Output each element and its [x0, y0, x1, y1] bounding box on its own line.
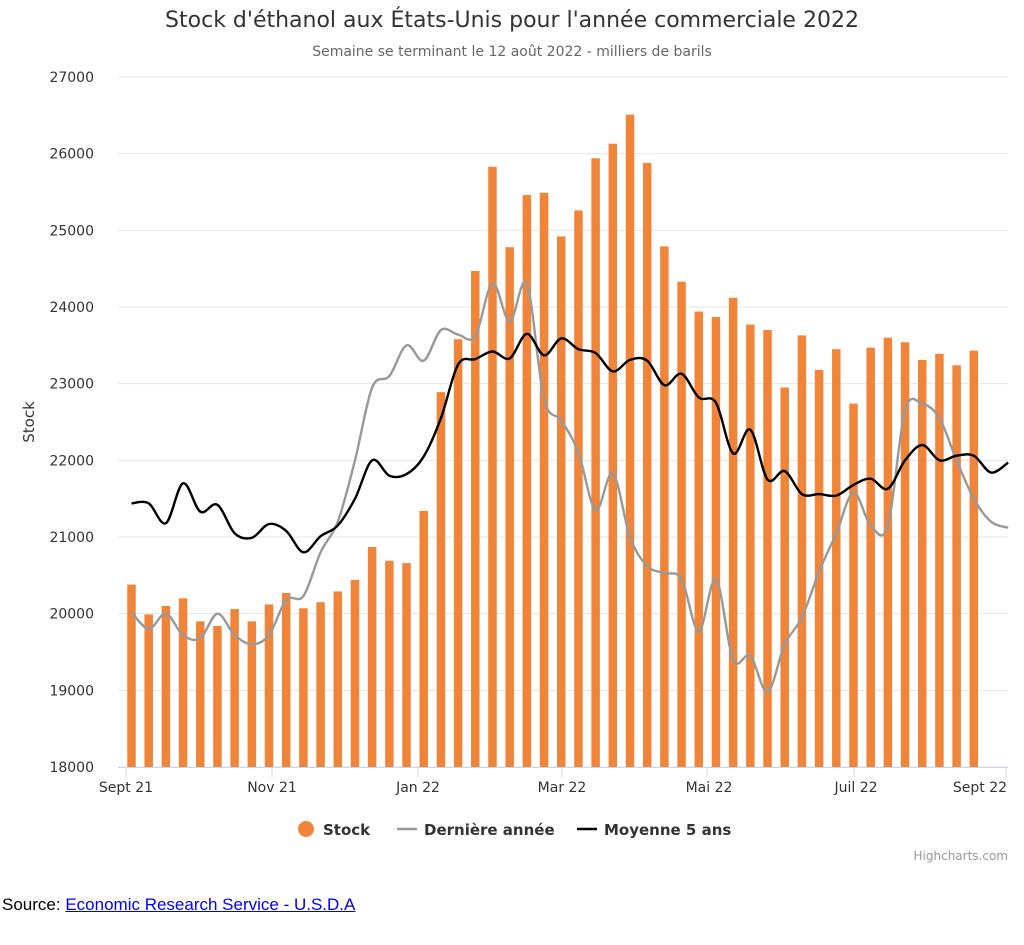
stock-bar	[196, 621, 205, 767]
stock-bar	[522, 195, 532, 768]
legend[interactable]: Stock Dernière année Moyenne 5 ans	[298, 821, 731, 839]
stock-bar	[849, 403, 858, 767]
highcharts-credit[interactable]: Highcharts.com	[914, 849, 1008, 863]
legend-stock-label[interactable]: Stock	[323, 821, 371, 839]
stock-bar	[866, 347, 875, 767]
x-tick-label: Mai 22	[686, 780, 733, 796]
y-tick-label: 26000	[49, 147, 94, 163]
y-tick-label: 19000	[49, 683, 94, 699]
stock-bar	[763, 330, 772, 767]
stock-bar	[144, 614, 153, 767]
stock-bar	[367, 546, 377, 767]
stock-bar	[935, 353, 944, 767]
stock-bar	[127, 584, 136, 767]
stock-bar	[436, 392, 446, 767]
y-tick-label: 23000	[49, 377, 94, 393]
y-tick-label: 21000	[49, 530, 94, 546]
source-line: Source: Economic Research Service - U.S.…	[2, 895, 355, 915]
stock-bar	[969, 350, 979, 767]
y-tick-label: 24000	[49, 300, 94, 316]
stock-bar	[574, 210, 583, 767]
y-axis-label: Stock	[20, 401, 38, 443]
stock-bar	[746, 324, 755, 767]
stock-bar	[591, 158, 600, 767]
stock-bar	[333, 591, 343, 767]
stock-bar	[161, 606, 171, 767]
stock-bar	[471, 270, 480, 767]
stock-bar	[385, 560, 394, 767]
stock-bar	[299, 608, 308, 767]
chart-subtitle: Semaine se terminant le 12 août 2022 - m…	[312, 44, 712, 60]
stock-bar	[230, 609, 239, 767]
series-lines	[130, 280, 1009, 694]
stock-bar	[883, 337, 893, 767]
stock-bar	[694, 311, 704, 767]
stock-bar	[213, 625, 222, 767]
stock-bars	[127, 114, 979, 768]
source-link[interactable]: Economic Research Service - U.S.D.A	[65, 895, 356, 914]
stock-bar	[557, 236, 566, 767]
y-tick-label: 22000	[49, 453, 94, 469]
stock-bar	[797, 335, 807, 767]
stock-bar	[488, 166, 497, 767]
y-tick-label: 20000	[49, 607, 94, 623]
stock-bar	[642, 162, 652, 767]
x-tick-label: Jan 22	[395, 780, 440, 796]
stock-bar	[505, 247, 514, 767]
x-axis: Sept 21 Nov 21 Jan 22 Mar 22 Mai 22 Juil 22 Se…	[99, 767, 1008, 796]
stock-bar	[917, 359, 927, 767]
five-year-average-line	[131, 332, 1009, 554]
chart-title: Stock d'éthanol aux États-Unis pour l'an…	[165, 7, 859, 33]
stock-bar	[402, 563, 411, 767]
stock-bar	[264, 604, 274, 767]
y-tick-label: 27000	[49, 70, 94, 86]
stock-bar	[900, 342, 910, 767]
stock-bar	[832, 349, 841, 767]
stock-bar	[178, 598, 188, 767]
y-tick-label: 18000	[49, 760, 94, 776]
x-tick-label: Mar 22	[538, 780, 587, 796]
x-tick-label: Sept 22	[953, 780, 1007, 796]
stock-bar	[350, 579, 360, 767]
legend-last-year-label[interactable]: Dernière année	[424, 821, 555, 839]
stock-bar	[677, 281, 686, 767]
stock-bar	[539, 192, 549, 767]
stock-bar	[952, 365, 961, 767]
last-year-line	[130, 280, 1009, 694]
stock-bar	[625, 114, 635, 768]
stock-bar	[728, 297, 738, 767]
stock-bar	[780, 387, 789, 767]
stock-bar	[660, 246, 669, 767]
legend-stock-marker[interactable]	[298, 821, 314, 837]
x-tick-label: Sept 21	[99, 780, 153, 796]
stock-bar	[316, 602, 325, 767]
stock-bar	[711, 316, 721, 767]
chart-container: Stock d'éthanol aux États-Unis pour l'an…	[20, 7, 1009, 863]
y-axis-ticks: 18000 19000 20000 21000 22000 23000 24000 25000…	[49, 70, 94, 776]
y-tick-label: 25000	[49, 223, 94, 239]
source-label: Source:	[2, 895, 61, 914]
stock-bar	[453, 339, 463, 767]
stock-bar	[608, 143, 618, 767]
chart-svg: Stock d'éthanol aux États-Unis pour l'an…	[20, 7, 1009, 863]
x-tick-label: Juil 22	[833, 780, 877, 796]
stock-bar	[281, 592, 291, 767]
stock-bar	[247, 621, 257, 767]
legend-five-year-label[interactable]: Moyenne 5 ans	[604, 821, 731, 839]
x-tick-label: Nov 21	[247, 780, 297, 796]
stock-bar	[419, 510, 428, 767]
